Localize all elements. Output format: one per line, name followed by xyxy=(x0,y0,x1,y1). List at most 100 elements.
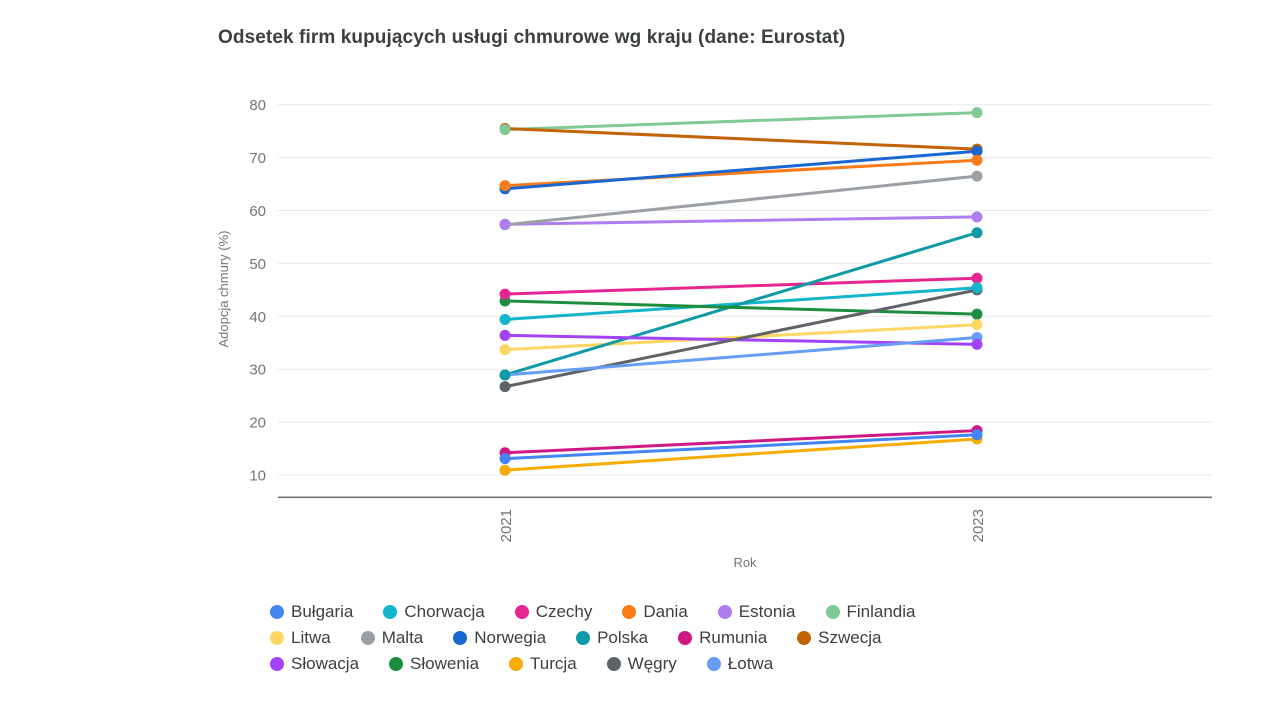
x-tick-label: 2023 xyxy=(970,509,987,542)
legend-item-malta: Malta xyxy=(360,626,424,650)
series-point-polska xyxy=(971,227,983,239)
series-point-bułgaria xyxy=(971,429,983,441)
legend-color-dot-icon xyxy=(514,605,529,619)
legend-item-węgry: Węgry xyxy=(606,652,677,676)
series-point-czechy xyxy=(499,288,511,300)
series-point-chorwacja xyxy=(971,282,983,294)
legend-item-norwegia: Norwegia xyxy=(453,626,546,650)
legend-item-rumunia: Rumunia xyxy=(678,626,767,650)
chart-title: Odsetek firm kupujących usługi chmurowe … xyxy=(218,27,846,48)
series-point-finlandia xyxy=(971,107,983,119)
series-line-polska xyxy=(503,231,979,377)
legend-label: Czechy xyxy=(535,602,593,621)
series-point-litwa xyxy=(971,319,983,331)
series-point-węgry xyxy=(499,381,511,393)
legend-label: Szwecja xyxy=(818,628,882,647)
legend-label: Polska xyxy=(597,628,649,647)
legend-item-polska: Polska xyxy=(576,626,648,650)
legend-label: Słowenia xyxy=(410,654,480,673)
legend-color-dot-icon xyxy=(706,657,721,671)
series-point-norwegia xyxy=(971,145,983,157)
legend-color-dot-icon xyxy=(606,657,621,671)
x-tick-label: 2021 xyxy=(498,509,515,542)
series-line-słowenia xyxy=(503,299,979,316)
series-line-rumunia xyxy=(503,429,979,455)
series-point-dania xyxy=(499,180,511,192)
y-tick-label: 30 xyxy=(249,362,266,379)
series-line-czechy xyxy=(503,276,979,296)
legend-label: Bułgaria xyxy=(291,602,354,621)
chart-legend: Bułgaria Chorwacja Czechy Dania Estonia Finla… xyxy=(270,600,982,676)
legend-item-słowacja: Słowacja xyxy=(270,652,359,676)
legend-color-dot-icon xyxy=(270,631,284,645)
legend-color-dot-icon xyxy=(509,657,524,671)
legend-color-dot-icon xyxy=(825,605,840,619)
legend-label: Malta xyxy=(381,628,424,647)
series-point-turcja xyxy=(499,464,511,476)
series-point-estonia xyxy=(499,218,511,230)
series-line-finlandia xyxy=(503,111,979,132)
legend-label: Słowacja xyxy=(291,654,360,673)
legend-color-dot-icon xyxy=(622,605,637,619)
x-axis-title: Rok xyxy=(733,555,757,570)
legend-color-dot-icon xyxy=(383,605,398,619)
y-tick-label: 10 xyxy=(249,468,266,485)
series-point-chorwacja xyxy=(499,313,511,325)
legend-item-dania: Dania xyxy=(622,600,688,624)
legend-item-finlandia: Finlandia xyxy=(825,600,916,624)
series-point-słowacja xyxy=(971,338,983,350)
legend-color-dot-icon xyxy=(717,605,732,619)
legend-label: Rumunia xyxy=(699,628,768,647)
series-point-malta xyxy=(971,170,983,182)
legend-label: Węgry xyxy=(627,654,677,673)
legend-item-bułgaria: Bułgaria xyxy=(270,600,353,624)
series-line-bułgaria xyxy=(503,433,979,461)
legend-label: Norwegia xyxy=(474,628,547,647)
chart-canvas: 10 20 30 40 50 60 70 80 2021 2023 xyxy=(249,97,1212,542)
legend-label: Litwa xyxy=(291,628,331,647)
legend-label: Chorwacja xyxy=(404,602,485,621)
series-line-estonia xyxy=(503,215,979,226)
series-point-dania xyxy=(971,154,983,166)
legend-color-dot-icon xyxy=(389,657,404,671)
y-tick-label: 80 xyxy=(249,97,266,114)
y-tick-label: 40 xyxy=(249,309,266,326)
series-line-malta xyxy=(503,174,979,227)
y-tick-label: 20 xyxy=(249,415,266,432)
y-tick-label: 50 xyxy=(249,256,266,273)
y-tick-label: 70 xyxy=(249,150,266,167)
series-point-bułgaria xyxy=(499,453,511,465)
series-point-finlandia xyxy=(499,124,511,136)
legend-item-estonia: Estonia xyxy=(717,600,796,624)
series-line-węgry xyxy=(503,288,979,389)
y-tick-label: 60 xyxy=(249,203,266,220)
series-point-polska xyxy=(499,369,511,381)
legend-color-dot-icon xyxy=(678,631,693,645)
legend-color-dot-icon xyxy=(576,631,591,645)
series-point-czechy xyxy=(971,272,983,284)
legend-label: Finlandia xyxy=(846,602,916,621)
series-point-słowenia xyxy=(971,308,983,320)
legend-label: Łotwa xyxy=(727,654,774,673)
legend-label: Estonia xyxy=(738,602,796,621)
legend-item-chorwacja: Chorwacja xyxy=(383,600,485,624)
legend-item-turcja: Turcja xyxy=(509,652,577,676)
legend-color-dot-icon xyxy=(453,631,468,645)
legend-color-dot-icon xyxy=(360,631,375,645)
legend-label: Dania xyxy=(643,602,688,621)
legend-item-słowenia: Słowenia xyxy=(389,652,479,676)
legend-label: Turcja xyxy=(530,654,577,673)
series-line-norwegia xyxy=(503,149,979,191)
legend-color-dot-icon xyxy=(270,605,284,619)
series-point-słowacja xyxy=(499,329,511,341)
series-point-litwa xyxy=(499,344,511,356)
legend-item-czechy: Czechy xyxy=(514,600,593,624)
series-line-szwecja xyxy=(503,127,979,151)
legend-item-litwa: Litwa xyxy=(270,626,331,650)
legend-item-szwecja: Szwecja xyxy=(797,626,881,650)
series-line-łotwa xyxy=(503,335,979,377)
legend-color-dot-icon xyxy=(270,657,284,671)
legend-color-dot-icon xyxy=(797,631,812,645)
series-line-turcja xyxy=(503,437,979,472)
